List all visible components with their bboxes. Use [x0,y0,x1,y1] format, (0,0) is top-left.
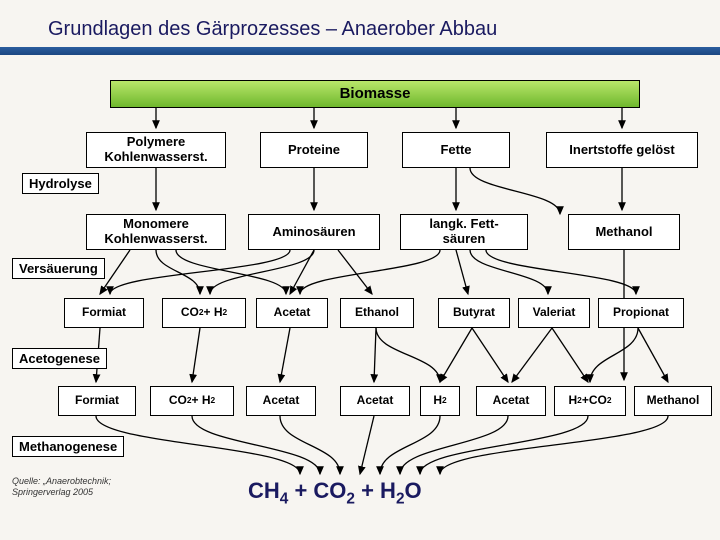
node-acetat1: Acetat [256,298,328,328]
arrow [176,250,286,294]
arrow [280,416,340,474]
node-acetat2c: Acetat [476,386,546,416]
arrow [280,328,290,382]
stage-hydrolyse: Hydrolyse [22,173,99,194]
arrow [376,328,440,382]
node-acetat2b: Acetat [340,386,410,416]
node-polymere: PolymereKohlenwasserst. [86,132,226,168]
arrow [380,416,440,474]
arrow [440,416,668,474]
arrow [156,250,200,294]
node-methanol1: Methanol [568,214,680,250]
stage-versaeuerung: Versäuerung [12,258,105,279]
arrow [472,328,508,382]
arrow [552,328,588,382]
arrow [110,250,290,294]
node-amino: Aminosäuren [248,214,380,250]
header-band [0,47,720,55]
arrow [486,250,636,294]
arrow [470,168,560,214]
source-citation: Quelle: „Anaerobtechnik;Springerverlag 2… [12,476,111,498]
arrow [192,328,200,382]
node-butyrat: Butyrat [438,298,510,328]
arrow [360,416,374,474]
arrow [456,250,468,294]
arrow [512,328,552,382]
arrow [192,416,320,474]
node-inert: Inertstoffe gelöst [546,132,698,168]
node-proteine: Proteine [260,132,368,168]
arrow [290,250,314,294]
node-propionat: Propionat [598,298,684,328]
node-ethanol: Ethanol [340,298,414,328]
arrow [96,416,300,474]
arrow [374,328,376,382]
node-fette: Fette [402,132,510,168]
node-langk: langk. Fett-säuren [400,214,528,250]
arrow [338,250,372,294]
page-title: Grundlagen des Gärprozesses – Anaerober … [0,0,720,47]
node-co2h2_1: CO2 + H2 [162,298,246,328]
node-h2: H2 [420,386,460,416]
node-acetat2a: Acetat [246,386,316,416]
final-product: CH4 + CO2 + H2O [248,478,422,508]
stage-acetogenese: Acetogenese [12,348,107,369]
arrow [300,250,440,294]
arrow [638,328,668,382]
arrow [440,328,472,382]
arrow [210,250,314,294]
arrow [470,250,548,294]
node-methanol2: Methanol [634,386,712,416]
node-monomere: MonomereKohlenwasserst. [86,214,226,250]
arrow [590,328,638,382]
stage-methanogenese: Methanogenese [12,436,124,457]
node-valeriat: Valeriat [518,298,590,328]
node-formiat1: Formiat [64,298,144,328]
node-formiat2: Formiat [58,386,136,416]
node-biomasse: Biomasse [110,80,640,108]
arrow [420,416,588,474]
arrow [400,416,508,474]
node-co2h2_2: CO2 + H2 [150,386,234,416]
node-h2co2: H2+CO2 [554,386,626,416]
